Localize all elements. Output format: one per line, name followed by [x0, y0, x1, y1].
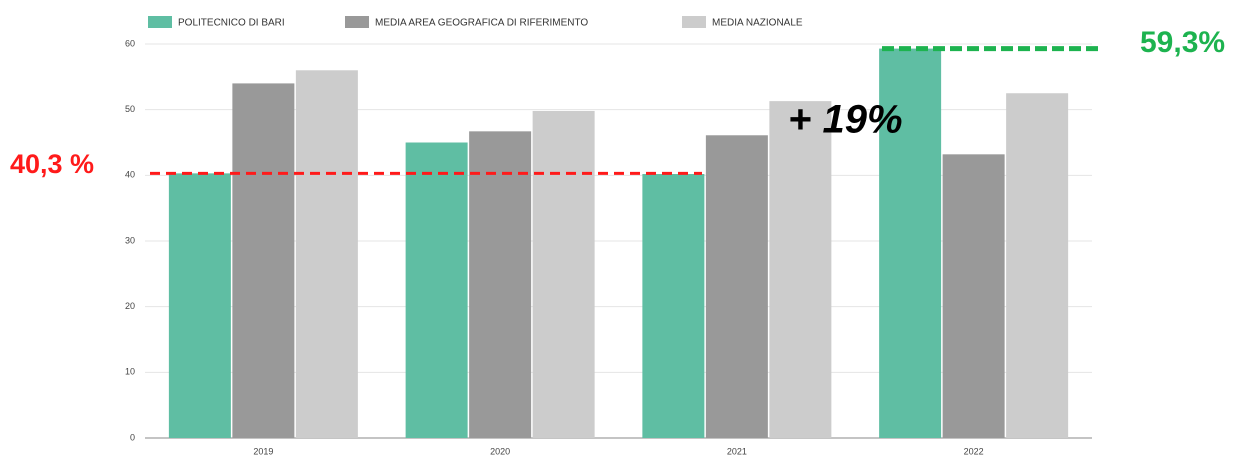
bar: [469, 131, 532, 438]
bar: [642, 174, 705, 438]
bar: [769, 101, 832, 438]
y-tick-label: 60: [125, 38, 135, 48]
x-tick-label: 2021: [727, 446, 747, 456]
y-tick-label: 40: [125, 170, 135, 180]
bar: [168, 173, 231, 438]
legend-label: MEDIA AREA GEOGRAFICA DI RIFERIMENTO: [375, 18, 588, 29]
x-tick-label: 2022: [964, 446, 984, 456]
y-tick-label: 20: [125, 301, 135, 311]
legend-swatch: [682, 16, 706, 28]
y-tick-label: 0: [130, 432, 135, 442]
y-tick-label: 10: [125, 367, 135, 377]
annotation: 40,3 %: [10, 149, 94, 179]
legend-swatch: [148, 16, 172, 28]
annotation: + 19%: [788, 98, 903, 142]
bar: [405, 142, 468, 438]
legend-label: MEDIA NAZIONALE: [712, 18, 803, 29]
bar: [1006, 93, 1069, 438]
bar: [942, 154, 1005, 438]
legend-label: POLITECNICO DI BARI: [178, 18, 285, 29]
bar: [532, 110, 595, 438]
y-tick-label: 50: [125, 104, 135, 114]
y-tick-label: 30: [125, 235, 135, 245]
x-tick-label: 2019: [253, 446, 273, 456]
annotation: 59,3%: [1140, 26, 1225, 59]
x-tick-label: 2020: [490, 446, 510, 456]
legend-swatch: [345, 16, 369, 28]
bar: [879, 48, 942, 438]
bar: [295, 70, 358, 439]
bar: [232, 83, 295, 439]
bar: [705, 135, 768, 438]
